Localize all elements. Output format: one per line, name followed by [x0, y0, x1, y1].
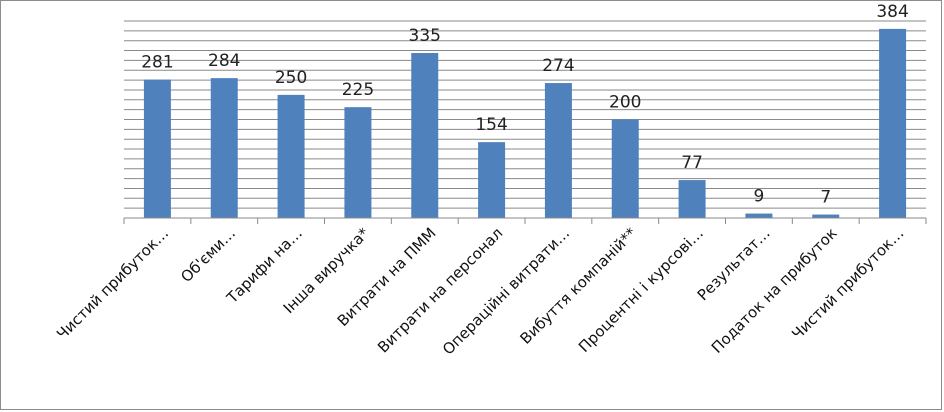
category-label: Витрати на персонал [374, 224, 506, 356]
bar [745, 213, 773, 218]
bars [143, 28, 907, 219]
data-label: 335 [409, 26, 441, 46]
bar [544, 83, 572, 219]
category-label: Об'єми… [177, 224, 239, 286]
bar [344, 107, 372, 218]
bar [611, 119, 639, 218]
data-label: 384 [876, 2, 908, 22]
category-label: Чистий прибуток… [788, 224, 907, 343]
bar [812, 214, 840, 218]
category-label: Вибуття компаній** [517, 224, 641, 348]
category-label: Операційні витрати… [439, 224, 573, 358]
data-label: 154 [475, 115, 507, 135]
bar [143, 79, 171, 218]
data-label: 274 [542, 56, 574, 76]
bar [879, 28, 907, 218]
data-label: 77 [681, 153, 703, 173]
bar [277, 94, 305, 218]
data-label: 225 [342, 80, 374, 100]
data-label: 250 [275, 68, 307, 88]
value-labels: 281 284 250 225 335 154 274 200 77 9 7 384 [141, 2, 909, 208]
category-label: Процентні і курсові… [575, 224, 707, 356]
gridlines [124, 20, 926, 209]
data-label: 284 [208, 51, 240, 71]
x-axis [123, 217, 927, 224]
data-label: 200 [609, 93, 641, 113]
category-labels: Чистий прибуток… Об'єми…Тарифи на…Інша ви… [53, 224, 907, 359]
bar [478, 142, 506, 218]
bar [411, 53, 439, 219]
data-label: 281 [141, 53, 173, 73]
bar [678, 180, 706, 218]
bar [210, 78, 238, 218]
category-label: Чистий прибуток… [53, 224, 172, 343]
category-label: Податок на прибуток [708, 224, 841, 357]
data-label: 7 [820, 188, 831, 208]
data-label: 9 [754, 187, 765, 207]
